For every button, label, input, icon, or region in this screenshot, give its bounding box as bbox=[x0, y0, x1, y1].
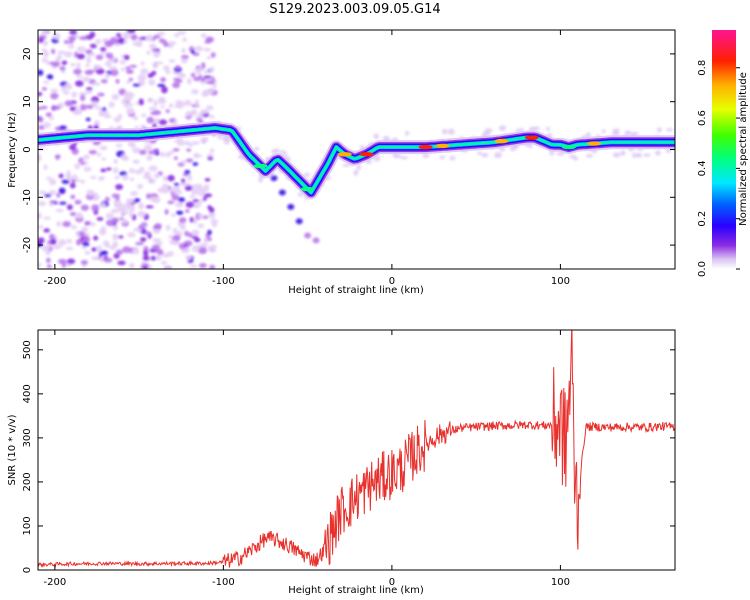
snr-x-tick-label: -100 bbox=[212, 577, 235, 588]
spectrogram-hot-spot bbox=[587, 141, 602, 146]
spectrogram-y-tick-label: 10 bbox=[22, 95, 33, 108]
spectrogram-hot-spot bbox=[253, 163, 268, 169]
spectrogram-y-tick-label: 20 bbox=[22, 48, 33, 61]
colorbar-tick-label: 0.6 bbox=[697, 110, 708, 126]
spectrogram-x-label: Height of straight line (km) bbox=[288, 285, 424, 296]
spectrogram-y-tick-label: -10 bbox=[22, 189, 33, 205]
snr-y-tick-label: 200 bbox=[22, 472, 33, 491]
snr-y-label: SNR (10 * v/v) bbox=[7, 414, 18, 485]
snr-y-tick-label: 400 bbox=[22, 384, 33, 403]
spectrogram-x-tick-label: -100 bbox=[212, 276, 235, 287]
snr-series bbox=[38, 330, 675, 568]
colorbar-gradient bbox=[712, 30, 736, 269]
spectrogram-y-label: Frequency (Hz) bbox=[7, 112, 18, 188]
snr-y-tick-label: 500 bbox=[22, 340, 33, 359]
snr-line bbox=[38, 330, 675, 568]
spectrogram-y-tick-label: 0 bbox=[22, 146, 33, 152]
spectrogram-hot-spot bbox=[435, 143, 450, 149]
colorbar-tick-label: 0.4 bbox=[697, 160, 708, 176]
snr-y-tick-label: 300 bbox=[22, 428, 33, 447]
colorbar: 0.0 0.2 0.4 0.6 0.8 Normalized spectral ampl… bbox=[697, 30, 749, 277]
spectrogram-hot-spot bbox=[359, 152, 374, 157]
colorbar-ticks: 0.0 0.2 0.4 0.6 0.8 bbox=[697, 60, 740, 277]
snr-y-ticks: 0 100 200 300 400 500 bbox=[22, 340, 675, 573]
snr-panel: -200 -100 0 100 0 100 200 300 400 500 Height of … bbox=[7, 329, 676, 596]
spectrogram-x-tick-label: -200 bbox=[44, 276, 67, 287]
snr-x-tick-label: 0 bbox=[389, 577, 395, 588]
spectrogram-hot-spot bbox=[418, 144, 433, 150]
colorbar-tick-label: 0.8 bbox=[697, 60, 708, 76]
spectrogram-x-ticks: -200 -100 0 100 bbox=[44, 30, 570, 287]
snr-y-tick-label: 100 bbox=[22, 516, 33, 535]
spectrogram-hot-spot bbox=[337, 152, 352, 157]
snr-x-ticks: -200 -100 0 100 bbox=[44, 330, 570, 588]
spectrogram-hot-spot bbox=[494, 138, 509, 144]
colorbar-tick-label: 0.2 bbox=[697, 211, 708, 227]
snr-x-tick-label: 100 bbox=[551, 577, 570, 588]
snr-frame bbox=[37, 329, 676, 571]
spectrogram-x-tick-label: 100 bbox=[551, 276, 570, 287]
page-title: S129.2023.003.09.05.G14 bbox=[269, 2, 441, 17]
snr-x-tick-label: -200 bbox=[44, 577, 67, 588]
spectrogram-x-tick-label: 0 bbox=[389, 276, 395, 287]
colorbar-tick-label: 0.0 bbox=[697, 261, 708, 277]
spectrogram-y-tick-label: -20 bbox=[22, 237, 33, 253]
spectrogram-y-ticks: -20 -10 0 10 20 bbox=[22, 48, 675, 253]
spectrogram-image bbox=[38, 30, 675, 269]
colorbar-label: Normalized spectral amplitude bbox=[738, 72, 749, 226]
spectrogram-hot-spot bbox=[561, 144, 576, 150]
spectrogram-hot-spot bbox=[524, 135, 539, 140]
snr-y-tick-label: 0 bbox=[22, 567, 33, 573]
snr-plot-area bbox=[38, 330, 675, 570]
snr-x-label: Height of straight line (km) bbox=[288, 585, 424, 596]
spectrogram-hot-spot bbox=[300, 186, 315, 192]
